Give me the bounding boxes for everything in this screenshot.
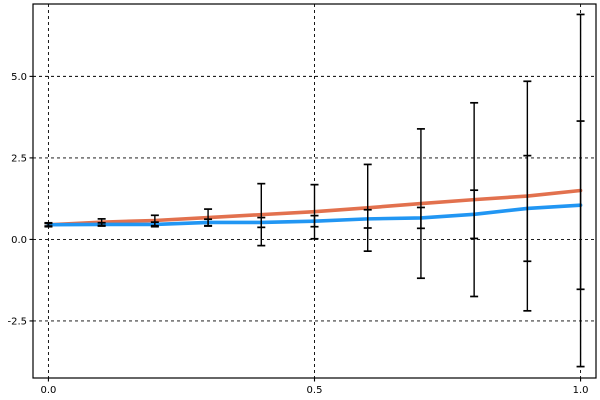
y-tick-label: 5.0 bbox=[11, 72, 27, 83]
y-tick-label: -2.5 bbox=[7, 316, 27, 327]
x-tick-label: 0.0 bbox=[40, 385, 56, 396]
x-tick-label: 0.5 bbox=[307, 385, 323, 396]
y-tick-label: 0.0 bbox=[11, 235, 27, 246]
y-tick-label: 2.5 bbox=[11, 153, 27, 164]
x-tick-label: 1.0 bbox=[573, 385, 589, 396]
